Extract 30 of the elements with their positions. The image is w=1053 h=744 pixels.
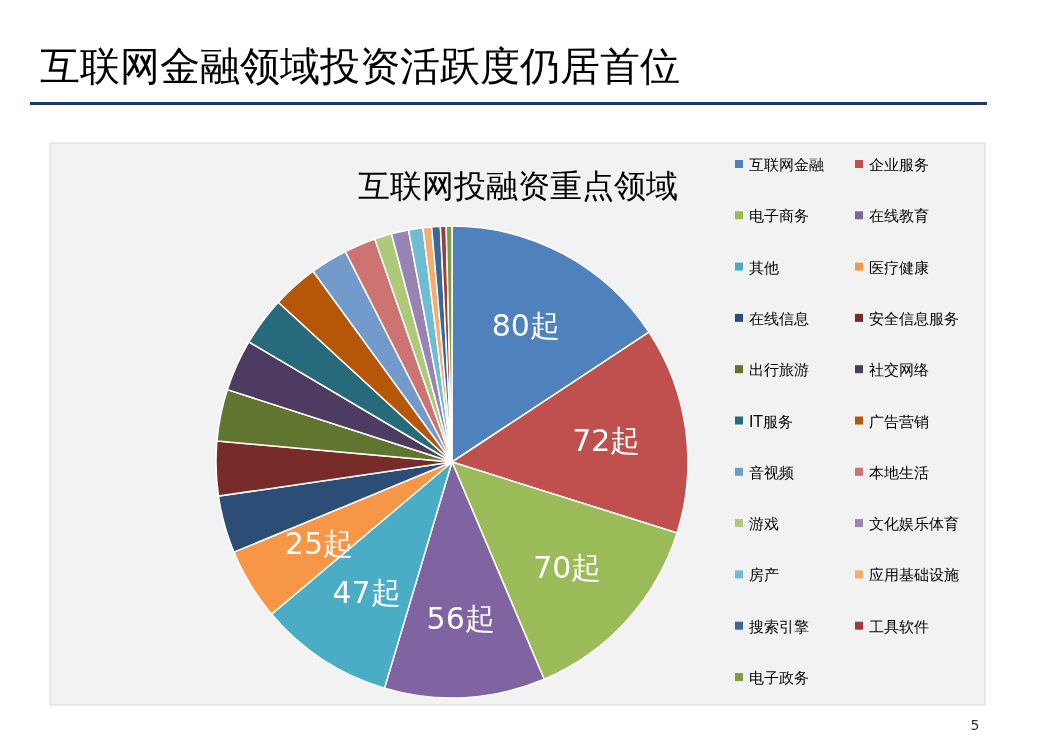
- legend-label: 本地生活: [869, 463, 929, 482]
- legend-label: 应用基础设施: [869, 566, 959, 585]
- data-label: 56起: [426, 600, 495, 636]
- legend-label: 安全信息服务: [869, 309, 959, 328]
- data-label: 80起: [491, 307, 560, 343]
- data-label: 70起: [533, 549, 602, 585]
- legend-label: 企业服务: [869, 156, 929, 174]
- data-label: 25起: [284, 525, 353, 561]
- chart-subtitle: 互联网投融资重点领域: [358, 167, 678, 205]
- legend-label: 文化娱乐体育: [869, 515, 959, 534]
- legend-label: 广告营销: [869, 412, 929, 431]
- legend-label: IT服务: [749, 412, 793, 431]
- legend-label: 在线教育: [869, 207, 929, 226]
- legend-label: 医疗健康: [869, 258, 929, 277]
- legend-label: 其他: [749, 258, 779, 277]
- legend-label: 搜索引擎: [749, 617, 809, 636]
- legend-label: 音视频: [749, 463, 794, 482]
- legend-label: 房产: [749, 566, 779, 585]
- legend-label: 电子商务: [749, 207, 809, 226]
- legend-label: 游戏: [749, 515, 779, 534]
- legend-label: 出行旅游: [749, 361, 809, 380]
- data-label: 72起: [572, 423, 641, 459]
- legend-label: 在线信息: [749, 309, 809, 328]
- legend-label: 互联网金融: [749, 156, 824, 174]
- legend-label: 电子政务: [749, 669, 809, 687]
- legend-label: 工具软件: [869, 617, 929, 636]
- legend-label: 社交网络: [869, 361, 929, 380]
- chart-title: 互联网金融领域投资活跃度仍居首位: [40, 43, 680, 89]
- data-label: 47起: [332, 575, 401, 611]
- text: 5: [970, 717, 980, 733]
